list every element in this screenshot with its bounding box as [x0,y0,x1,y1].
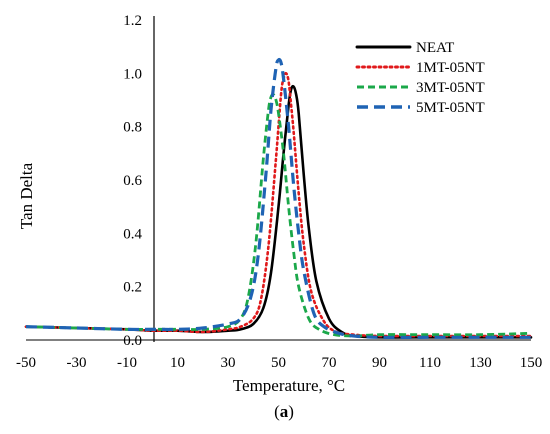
x-tick-label: 150 [520,355,543,371]
x-tick-label: 70 [322,355,337,371]
y-tick-label: 0.8 [123,120,142,136]
y-tick-label: 0.6 [123,173,142,189]
legend-label-1: NEAT [416,40,454,56]
series-layer [24,58,533,340]
series-line-1 [24,84,533,339]
caption-open-paren: ( [274,402,280,421]
axes: -50 -30 -10 10 30 50 70 90 110 130 150 0.0 0.2 0.4 0.6… [16,13,542,371]
x-tick-label: 130 [469,355,492,371]
x-tick-label: -30 [67,355,87,371]
y-tick-label: 0.4 [123,226,142,242]
x-tick-label: -50 [16,355,36,371]
series-line-4 [25,58,531,340]
caption-close-paren: ) [288,402,294,421]
x-tick-label: 10 [170,355,185,371]
figure-caption: (a) [274,402,294,421]
caption-letter: a [280,402,289,421]
y-tick-label: 0.2 [123,280,142,296]
x-tick-label: 30 [221,355,236,371]
legend-label-2: 1MT-05NT [416,60,485,76]
y-tick-label: 0.0 [123,333,142,349]
y-tick-label: 1.0 [123,66,142,82]
series-line-3 [25,93,532,338]
x-axis-title: Temperature, °C [233,376,345,395]
x-tick-label: -10 [117,355,137,371]
legend: NEAT 1MT-05NT 3MT-05NT 5MT-05NT [355,40,485,116]
x-tick-label: 110 [419,355,441,371]
legend-label-3: 3MT-05NT [416,80,485,96]
x-tick-label: 50 [271,355,286,371]
legend-label-4: 5MT-05NT [416,100,485,116]
y-axis-title: Tan Delta [17,162,36,229]
y-tick-label: 1.2 [123,13,142,29]
x-tick-label: 90 [372,355,387,371]
